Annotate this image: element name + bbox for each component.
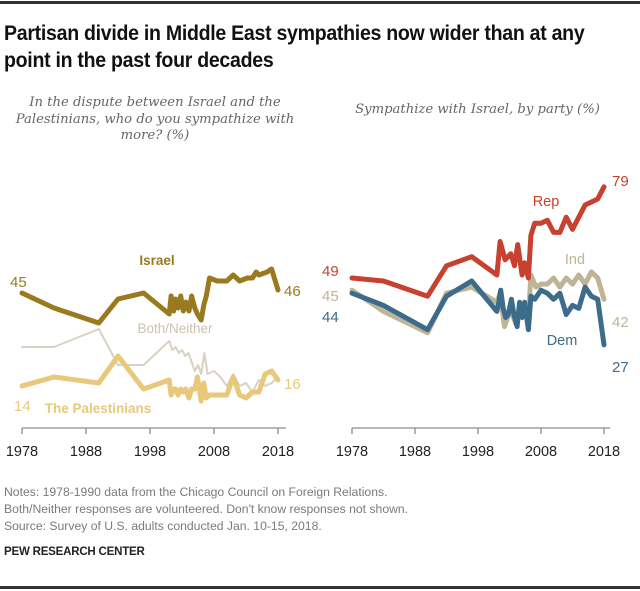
left-series-line-israel	[19, 266, 281, 326]
notes: Notes: 1978-1990 data from the Chicago C…	[4, 484, 636, 535]
right-x-tick-label: 2008	[525, 444, 557, 460]
left-series-label-the-palestinians: The Palestinians	[45, 401, 152, 416]
right-end-value-label-rep: 79	[612, 173, 629, 190]
right-start-value-label-ind: 45	[322, 288, 339, 305]
right-end-value-label-ind: 42	[612, 314, 629, 331]
left-x-tick-label: 1988	[70, 444, 102, 460]
left-series-line-the-palestinians	[19, 353, 281, 404]
note-line: Notes: 1978-1990 data from the Chicago C…	[4, 485, 388, 499]
note-line: Source: Survey of U.S. adults conducted …	[4, 519, 322, 533]
right-x-tick-label: 2018	[588, 444, 620, 460]
left-start-value-label-israel: 45	[10, 274, 27, 291]
left-end-value-label-the-palestinians: 16	[284, 376, 301, 393]
left-series-line-both-neither	[21, 328, 279, 393]
right-end-value-label-dem: 27	[612, 359, 629, 376]
right-x-tick-label: 1998	[462, 444, 494, 460]
source-organization: PEW RESEARCH CENTER	[4, 546, 145, 558]
top-rule	[0, 1, 640, 4]
right-chart-subtitle: Sympathize with Israel, by party (%)	[355, 102, 600, 117]
right-x-tick-label: 1978	[336, 444, 368, 460]
left-series-label-israel: Israel	[139, 253, 174, 268]
left-x-tick-label: 2008	[198, 444, 230, 460]
left-x-tick-label: 1978	[6, 444, 38, 460]
left-x-tick-label: 2018	[262, 444, 294, 460]
chart-title: Partisan divide in Middle East sympathie…	[4, 22, 585, 72]
left-x-tick-label: 1998	[134, 444, 166, 460]
right-start-value-label-rep: 49	[322, 263, 339, 280]
right-series-label-ind: Ind	[565, 252, 585, 268]
left-series-label-both-neither: Both/Neither	[137, 321, 213, 336]
right-x-tick-label: 1988	[399, 444, 431, 460]
bottom-rule	[0, 586, 640, 589]
right-series-label-dem: Dem	[547, 333, 578, 349]
right-series-line-rep	[349, 184, 607, 299]
right-series-line-dem	[349, 278, 607, 348]
left-chart-subtitle: In the dispute between Israel and the Pa…	[15, 95, 295, 143]
left-start-value-label-the-palestinians: 14	[14, 398, 31, 415]
left-end-value-label-israel: 46	[284, 283, 301, 300]
note-line: Both/Neither responses are volunteered. …	[4, 502, 409, 516]
right-series-label-rep: Rep	[533, 194, 560, 210]
right-start-value-label-dem: 44	[322, 309, 339, 326]
